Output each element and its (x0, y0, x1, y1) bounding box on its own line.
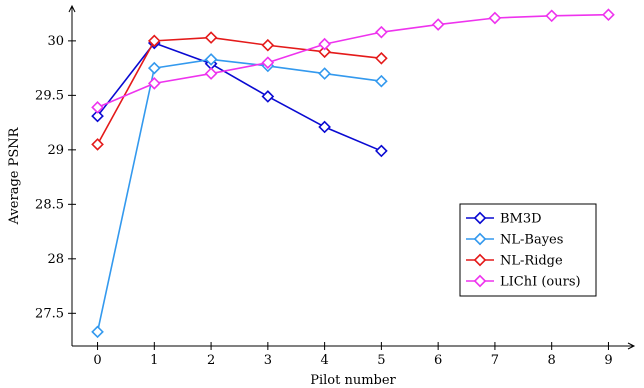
legend-label-bm3d: BM3D (500, 212, 542, 227)
x-tick-label: 3 (264, 353, 272, 368)
legend-marker-nl-bayes (473, 232, 487, 246)
y-tick-label: 27.5 (35, 306, 64, 321)
series-line-nl-ridge (96, 36, 382, 145)
data-point-lichi-ours (318, 37, 331, 51)
data-point-nl-bayes (204, 53, 218, 66)
y-tick-label: 30 (47, 34, 64, 49)
x-tick-label: 1 (150, 353, 158, 368)
data-point-bm3d (261, 90, 275, 103)
legend-marker-lichi-ours (473, 274, 487, 288)
data-point-lichi-ours (375, 25, 388, 39)
data-point-bm3d (375, 144, 388, 158)
x-tick-label: 2 (207, 353, 215, 368)
x-tick-label: 9 (604, 353, 612, 368)
data-point-nl-ridge (147, 34, 161, 48)
data-point-lichi-ours (431, 18, 445, 31)
data-point-lichi-ours (488, 11, 502, 25)
axes-group (68, 4, 636, 350)
legend-label-lichi-ours: LIChI (ours) (500, 275, 581, 290)
data-point-nl-bayes (318, 67, 331, 80)
y-tick-label: 28 (47, 252, 64, 267)
legend-label-nl-bayes: NL-Bayes (500, 233, 563, 248)
x-tick-label: 4 (320, 353, 328, 368)
data-point-nl-ridge (204, 31, 218, 44)
y-axis-label: Average PSNR (7, 126, 22, 225)
y-tick-label: 29 (47, 143, 64, 158)
series-group (91, 8, 615, 339)
y-axis-arrow (68, 4, 76, 13)
x-axis-label: Pilot number (310, 373, 396, 388)
data-point-bm3d (91, 109, 104, 123)
data-point-nl-ridge (91, 138, 104, 151)
data-point-lichi-ours (91, 101, 104, 114)
x-tick-label: 6 (434, 353, 442, 368)
x-tick-label: 8 (548, 353, 556, 368)
x-tick-label: 5 (377, 353, 385, 368)
data-point-nl-bayes (147, 61, 161, 75)
x-axis-arrow (627, 342, 636, 350)
data-point-lichi-ours (147, 77, 161, 90)
data-point-lichi-ours (204, 67, 218, 80)
legend-label-nl-ridge: NL-Ridge (500, 254, 563, 269)
data-point-lichi-ours (545, 9, 559, 23)
y-tick-label: 28.5 (35, 197, 64, 212)
ticks-group: 0 1 2 3 4 5 6 7 8 9 27.5 28 28.5 29 29.5 30 (35, 34, 613, 368)
x-tick-label: 0 (93, 353, 101, 368)
legend-marker-nl-ridge (473, 253, 487, 267)
series-line-bm3d (96, 42, 382, 152)
data-point-lichi-ours (261, 56, 275, 69)
x-tick-label: 7 (491, 353, 499, 368)
series-line-nl-bayes (96, 58, 382, 333)
data-point-nl-ridge (318, 45, 331, 59)
y-tick-label: 29.5 (35, 88, 64, 103)
data-point-nl-bayes (91, 325, 104, 339)
legend: BM3D NL-Bayes NL-Ridge LIChI (ours) (459, 203, 597, 297)
data-point-nl-ridge (375, 51, 388, 65)
data-point-bm3d (318, 120, 331, 134)
data-point-lichi-ours (602, 8, 615, 22)
data-point-nl-ridge (261, 38, 275, 52)
data-point-nl-bayes (375, 74, 388, 88)
series-line-lichi-ours (97, 13, 609, 109)
legend-marker-bm3d (473, 211, 487, 225)
